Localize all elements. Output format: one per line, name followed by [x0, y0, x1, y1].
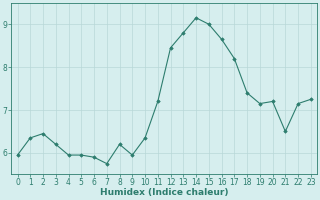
X-axis label: Humidex (Indice chaleur): Humidex (Indice chaleur): [100, 188, 228, 197]
